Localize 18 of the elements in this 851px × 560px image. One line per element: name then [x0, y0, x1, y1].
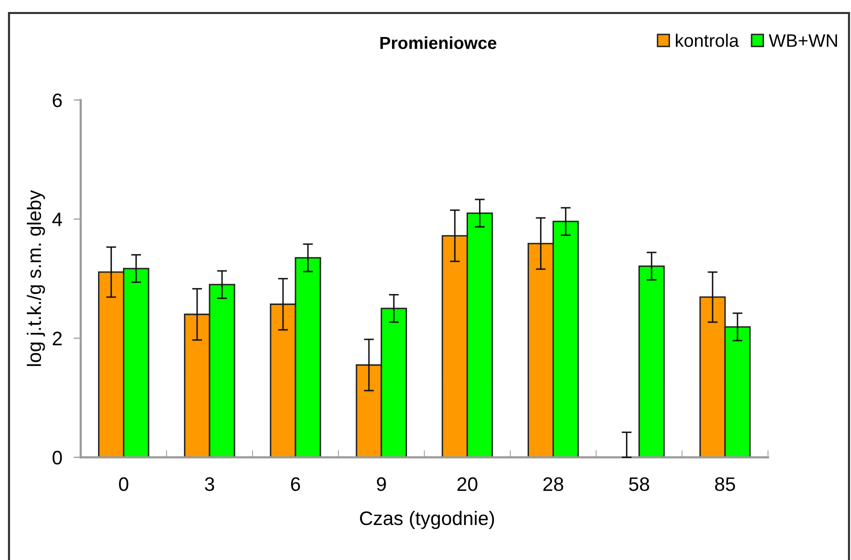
- x-tick-label: 58: [629, 477, 650, 492]
- x-tick-label: 3: [204, 477, 214, 492]
- x-axis-title: Czas (tygodnie): [360, 510, 494, 530]
- x-tick-label: 20: [457, 477, 478, 492]
- y-axis-title: log j.t.k./g s.m. gleby: [26, 190, 45, 366]
- y-tick-label: 6: [52, 93, 62, 108]
- x-tick-label: 9: [376, 477, 386, 492]
- y-tick-label: 2: [52, 332, 62, 346]
- legend-label: kontrola: [676, 34, 739, 47]
- x-tick-label: 6: [291, 477, 300, 492]
- x-tick-label: 85: [715, 477, 736, 492]
- y-tick-label: 0: [52, 450, 62, 465]
- legend-label: WB+WN: [768, 34, 837, 47]
- y-tick-label: 4: [52, 212, 62, 226]
- chart-title: Promieniowce: [380, 36, 496, 50]
- x-tick-label: 0: [119, 477, 128, 492]
- x-tick-label: 28: [543, 477, 564, 492]
- bar: [638, 265, 665, 458]
